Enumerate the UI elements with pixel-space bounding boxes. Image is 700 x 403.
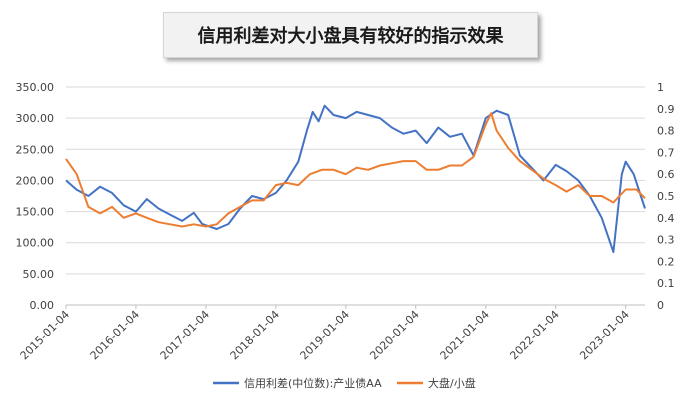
y-left-tick-label: 50.00	[23, 268, 55, 281]
tick-labels: 0.00 50.00 100.00 150.00 200.00 250.00 300.00 3…	[16, 81, 675, 362]
x-tick-label: 2022-01-04	[507, 308, 561, 362]
chart-title: 信用利差对大小盘具有较好的指示效果	[163, 12, 538, 58]
series-lines	[65, 104, 646, 254]
y-left-tick-label: 100.00	[16, 237, 55, 250]
y-right-tick-label: 0.4	[657, 212, 675, 225]
y-right-tick-label: 0.9	[657, 103, 675, 116]
y-left-tick-label: 250.00	[16, 143, 55, 156]
y-right-tick-label: 0.5	[657, 190, 675, 203]
x-tick-label: 2016-01-04	[88, 308, 142, 362]
y-right-tick-label: 0.3	[657, 234, 675, 247]
axes	[65, 304, 645, 309]
y-left-tick-label: 350.00	[16, 81, 55, 94]
y-right-tick-label: 1	[657, 81, 664, 94]
y-right-tick-label: 0.6	[657, 168, 675, 181]
y-left-tick-label: 0.00	[30, 299, 55, 312]
series-line-credit-spread	[65, 104, 646, 254]
y-left-tick-label: 150.00	[16, 206, 55, 219]
x-tick-label: 2015-01-04	[18, 308, 72, 362]
y-right-tick-label: 0.7	[657, 146, 675, 159]
y-right-tick-label: 0	[657, 299, 664, 312]
x-tick-label: 2017-01-04	[158, 308, 212, 362]
x-tick-label: 2019-01-04	[298, 308, 352, 362]
x-tick-label: 2018-01-04	[228, 308, 282, 362]
x-tick-label: 2020-01-04	[367, 308, 421, 362]
x-tick-label: 2021-01-04	[438, 308, 492, 362]
y-right-tick-label: 0.2	[657, 255, 675, 268]
gridlines	[66, 86, 645, 306]
legend-label: 大盘/小盘	[428, 376, 476, 390]
x-tick-label: 2023-01-04	[577, 308, 631, 362]
y-right-tick-label: 0.8	[657, 125, 675, 138]
legend-label: 信用利差(中位数):产业债AA	[244, 376, 382, 390]
legend: 信用利差(中位数):产业债AA 大盘/小盘	[213, 376, 476, 390]
y-left-tick-label: 200.00	[16, 174, 55, 187]
y-left-tick-label: 300.00	[16, 112, 55, 125]
series-line-large-small-ratio	[65, 112, 646, 228]
y-right-tick-label: 0.1	[657, 277, 675, 290]
